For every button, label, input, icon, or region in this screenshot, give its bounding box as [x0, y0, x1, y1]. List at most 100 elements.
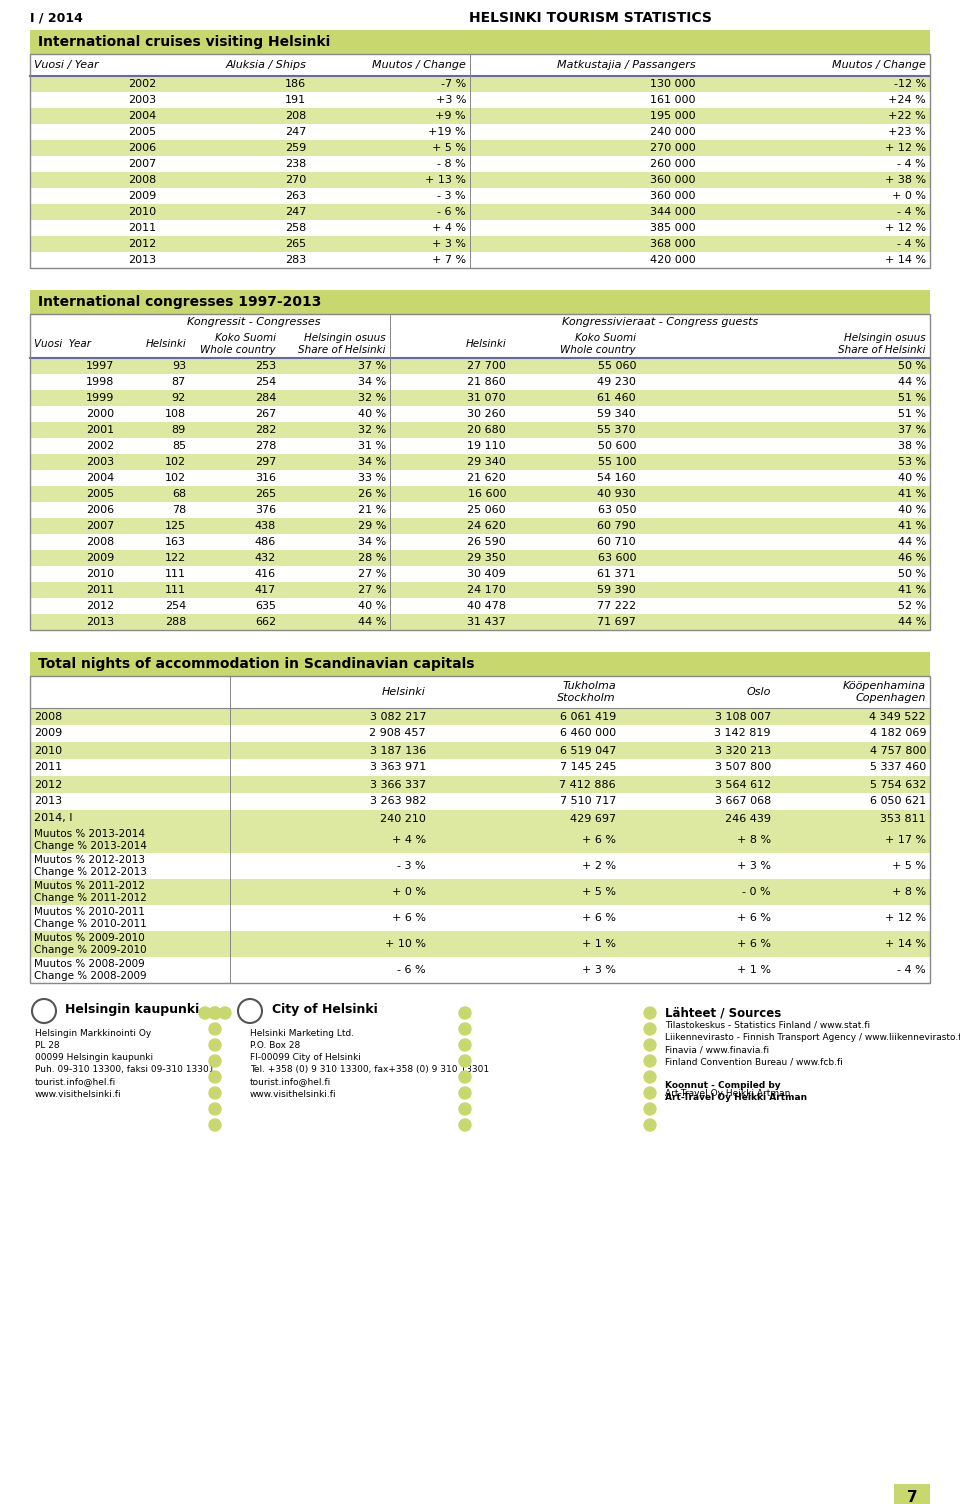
- Text: 438: 438: [254, 520, 276, 531]
- Text: 486: 486: [254, 537, 276, 547]
- Text: 417: 417: [254, 585, 276, 596]
- Text: 49 230: 49 230: [597, 378, 636, 387]
- Circle shape: [459, 1039, 471, 1051]
- Text: Oslo: Oslo: [747, 687, 771, 696]
- Bar: [30, 550, 930, 566]
- Text: + 17 %: + 17 %: [885, 835, 926, 845]
- Text: 102: 102: [165, 457, 186, 468]
- Bar: [30, 290, 930, 314]
- Text: 3 320 213: 3 320 213: [715, 746, 771, 755]
- Text: 2005: 2005: [85, 489, 114, 499]
- Text: 41 %: 41 %: [898, 585, 926, 596]
- Text: HELSINKI TOURISM STATISTICS: HELSINKI TOURISM STATISTICS: [468, 11, 711, 26]
- Text: 2007: 2007: [85, 520, 114, 531]
- Text: 28 %: 28 %: [358, 553, 386, 562]
- Text: 3 507 800: 3 507 800: [715, 763, 771, 773]
- Bar: [30, 708, 930, 725]
- Text: 30 409: 30 409: [468, 569, 506, 579]
- Text: 3 363 971: 3 363 971: [370, 763, 426, 773]
- Circle shape: [209, 1008, 221, 1020]
- Text: 31 070: 31 070: [468, 393, 506, 403]
- Bar: [30, 236, 930, 253]
- Text: 4 349 522: 4 349 522: [870, 711, 926, 722]
- Text: 353 811: 353 811: [880, 814, 926, 824]
- Text: - 4 %: - 4 %: [898, 239, 926, 250]
- Text: Koko Suomi
Whole country: Koko Suomi Whole country: [201, 332, 276, 355]
- Text: Muutos % 2008-2009
Change % 2008-2009: Muutos % 2008-2009 Change % 2008-2009: [34, 960, 147, 981]
- Text: + 1 %: + 1 %: [737, 966, 771, 975]
- Circle shape: [459, 1071, 471, 1083]
- Bar: [30, 438, 930, 454]
- Text: Koonnut - Compiled by
Art-Travel Oy Heikki Artman: Koonnut - Compiled by Art-Travel Oy Heik…: [665, 1081, 807, 1102]
- Text: Kongressit - Congresses: Kongressit - Congresses: [187, 317, 321, 326]
- Text: + 14 %: + 14 %: [885, 938, 926, 949]
- Text: 2003: 2003: [128, 95, 156, 105]
- Text: +9 %: +9 %: [436, 111, 466, 120]
- Text: 360 000: 360 000: [651, 191, 696, 202]
- Bar: [30, 675, 930, 984]
- Text: + 4 %: + 4 %: [392, 835, 426, 845]
- Text: 24 170: 24 170: [468, 585, 506, 596]
- Text: 2008: 2008: [128, 174, 156, 185]
- Text: 2002: 2002: [128, 80, 156, 89]
- Text: Helsingin osuus
Share of Helsinki: Helsingin osuus Share of Helsinki: [838, 332, 926, 355]
- Bar: [30, 188, 930, 205]
- Text: + 6 %: + 6 %: [582, 835, 616, 845]
- Text: 416: 416: [254, 569, 276, 579]
- Text: 111: 111: [165, 569, 186, 579]
- Bar: [30, 77, 930, 92]
- Text: 31 437: 31 437: [468, 617, 506, 627]
- Text: 63 600: 63 600: [597, 553, 636, 562]
- Text: 6 519 047: 6 519 047: [560, 746, 616, 755]
- Bar: [30, 517, 930, 534]
- Bar: [30, 92, 930, 108]
- Text: 59 390: 59 390: [597, 585, 636, 596]
- Text: + 14 %: + 14 %: [885, 256, 926, 265]
- Text: 368 000: 368 000: [650, 239, 696, 250]
- Text: 44 %: 44 %: [898, 378, 926, 387]
- Text: 1997: 1997: [85, 361, 114, 371]
- Text: 44 %: 44 %: [898, 617, 926, 627]
- Text: 2012: 2012: [85, 602, 114, 611]
- Text: 21 %: 21 %: [358, 505, 386, 514]
- Text: 3 108 007: 3 108 007: [715, 711, 771, 722]
- Text: 20 680: 20 680: [468, 426, 506, 435]
- Text: - 0 %: - 0 %: [742, 887, 771, 896]
- Text: 7 510 717: 7 510 717: [560, 797, 616, 806]
- Text: 2014, I: 2014, I: [34, 814, 73, 824]
- Bar: [894, 1484, 930, 1504]
- Text: 247: 247: [284, 126, 306, 137]
- Text: Muutos % 2013-2014
Change % 2013-2014: Muutos % 2013-2014 Change % 2013-2014: [34, 829, 147, 851]
- Text: 34 %: 34 %: [358, 378, 386, 387]
- Text: 1999: 1999: [85, 393, 114, 403]
- Text: Matkustajia / Passangers: Matkustajia / Passangers: [558, 60, 696, 71]
- Text: 238: 238: [285, 159, 306, 168]
- Text: + 12 %: + 12 %: [885, 143, 926, 153]
- Text: -12 %: -12 %: [894, 80, 926, 89]
- Text: 25 060: 25 060: [468, 505, 506, 514]
- Bar: [30, 30, 930, 54]
- Text: 260 000: 260 000: [650, 159, 696, 168]
- Text: Art-Travel Oy Heikki Artman: Art-Travel Oy Heikki Artman: [665, 1089, 790, 1098]
- Circle shape: [209, 1023, 221, 1035]
- Text: 7 145 245: 7 145 245: [560, 763, 616, 773]
- Text: 195 000: 195 000: [650, 111, 696, 120]
- Bar: [30, 358, 930, 374]
- Bar: [30, 171, 930, 188]
- Bar: [30, 931, 930, 957]
- Bar: [30, 374, 930, 390]
- Text: 2009: 2009: [34, 728, 62, 738]
- Text: - 8 %: - 8 %: [437, 159, 466, 168]
- Text: 2005: 2005: [128, 126, 156, 137]
- Text: 3 263 982: 3 263 982: [370, 797, 426, 806]
- Text: - 6 %: - 6 %: [438, 208, 466, 217]
- Text: 208: 208: [285, 111, 306, 120]
- Bar: [30, 406, 930, 423]
- Text: -7 %: -7 %: [441, 80, 466, 89]
- Text: + 3 %: + 3 %: [582, 966, 616, 975]
- Bar: [30, 827, 930, 853]
- Circle shape: [459, 1087, 471, 1099]
- Text: 2013: 2013: [85, 617, 114, 627]
- Text: 254: 254: [165, 602, 186, 611]
- Text: 51 %: 51 %: [898, 393, 926, 403]
